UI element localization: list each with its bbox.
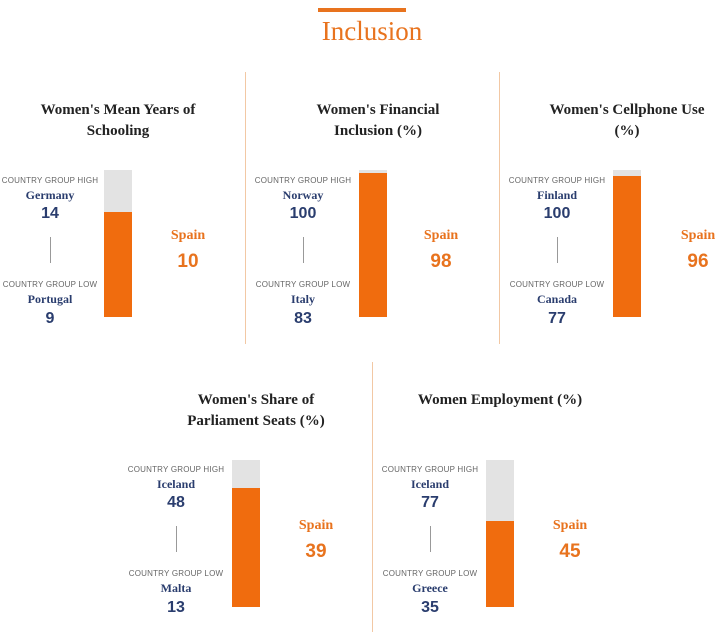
high-group-label: COUNTRY GROUP HIGH xyxy=(254,176,352,185)
spain-value: 39 xyxy=(305,541,327,562)
range-connector xyxy=(303,237,304,263)
high-value: 14 xyxy=(41,205,59,222)
spain-bar xyxy=(359,172,387,317)
high-country: Finland xyxy=(536,188,578,202)
high-value: 48 xyxy=(167,494,185,511)
low-country: Canada xyxy=(536,292,577,306)
column-divider-3 xyxy=(372,362,373,632)
bar-track xyxy=(104,170,132,317)
high-value: 100 xyxy=(289,205,317,222)
high-country: Iceland xyxy=(410,477,449,491)
range-connector xyxy=(176,526,177,552)
panel-title: Women's Cellphone Use (%) xyxy=(549,102,705,139)
page-title: Inclusion xyxy=(321,16,423,46)
low-group-label: COUNTRY GROUP LOW xyxy=(2,280,98,289)
spain-label: Spain xyxy=(552,518,588,533)
bar-track xyxy=(359,170,387,317)
spain-value: 98 xyxy=(430,251,452,272)
bar-track xyxy=(613,170,641,317)
high-value: 100 xyxy=(543,205,571,222)
low-value: 83 xyxy=(294,310,312,327)
spain-label: Spain xyxy=(423,228,459,243)
spain-value: 96 xyxy=(687,251,709,272)
panel-mean-years-schooling: Women's Mean Years of Schooling COUNTRY … xyxy=(0,100,240,330)
spain-label: Spain xyxy=(298,518,334,533)
panel-title: Women's Mean Years of Schooling xyxy=(40,102,196,139)
low-country: Greece xyxy=(412,581,448,595)
column-divider-2 xyxy=(499,72,500,344)
panel-title: Women Employment (%) xyxy=(417,392,583,408)
panel-parliament-seats: Women's Share of Parliament Seats (%) CO… xyxy=(126,390,366,620)
low-country: Malta xyxy=(160,581,192,595)
spain-bar xyxy=(232,487,260,607)
spain-bar xyxy=(104,212,132,317)
low-country: Italy xyxy=(291,292,315,306)
bar-track xyxy=(486,460,514,607)
low-country: Portugal xyxy=(27,292,73,306)
spain-bar xyxy=(486,521,514,607)
title-accent-rule xyxy=(318,8,406,12)
low-value: 77 xyxy=(548,310,566,327)
low-value: 13 xyxy=(167,599,185,616)
high-value: 77 xyxy=(421,494,439,511)
range-connector xyxy=(557,237,558,263)
range-connector xyxy=(50,237,51,263)
high-country: Norway xyxy=(282,188,324,202)
panel-title: Women's Financial Inclusion (%) xyxy=(316,102,440,139)
spain-label: Spain xyxy=(680,228,716,243)
low-value: 35 xyxy=(421,599,439,616)
high-country: Iceland xyxy=(156,477,195,491)
panel-women-employment: Women Employment (%) COUNTRY GROUP HIGH … xyxy=(380,390,620,620)
spain-value: 45 xyxy=(559,541,581,562)
spain-label: Spain xyxy=(170,228,206,243)
low-group-label: COUNTRY GROUP LOW xyxy=(128,569,224,578)
high-group-label: COUNTRY GROUP HIGH xyxy=(508,176,606,185)
spain-value: 10 xyxy=(177,251,199,272)
low-group-label: COUNTRY GROUP LOW xyxy=(509,280,605,289)
range-connector xyxy=(430,526,431,552)
panel-financial-inclusion: Women's Financial Inclusion (%) COUNTRY … xyxy=(253,100,493,330)
low-group-label: COUNTRY GROUP LOW xyxy=(255,280,351,289)
low-group-label: COUNTRY GROUP LOW xyxy=(382,569,478,578)
panel-cellphone-use: Women's Cellphone Use (%) COUNTRY GROUP … xyxy=(507,100,720,330)
spain-bar xyxy=(613,175,641,317)
bar-track xyxy=(232,460,260,607)
column-divider-1 xyxy=(245,72,246,344)
panel-title: Women's Share of Parliament Seats (%) xyxy=(187,392,325,429)
high-group-label: COUNTRY GROUP HIGH xyxy=(381,465,479,474)
high-group-label: COUNTRY GROUP HIGH xyxy=(127,465,225,474)
high-country: Germany xyxy=(25,188,75,202)
low-value: 9 xyxy=(45,310,55,327)
high-group-label: COUNTRY GROUP HIGH xyxy=(1,176,99,185)
